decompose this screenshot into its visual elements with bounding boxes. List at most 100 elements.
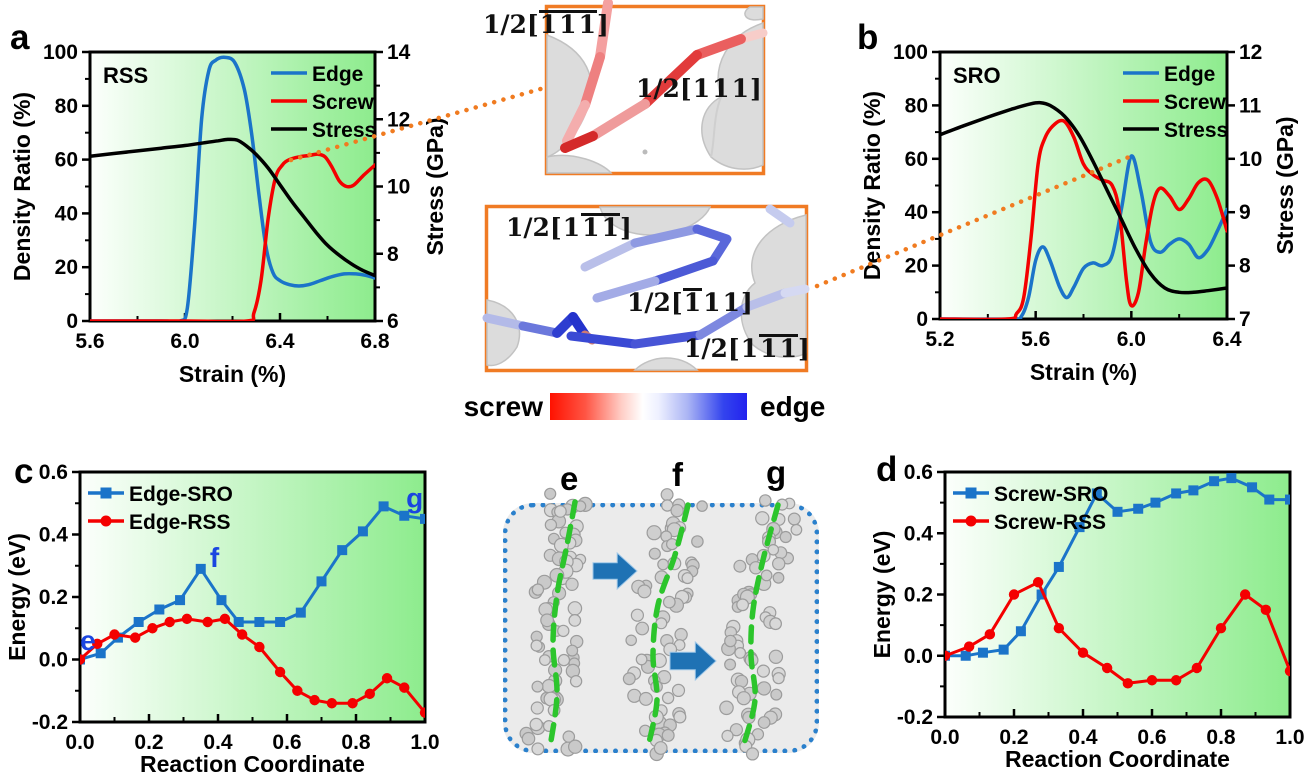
y-axis-tick-label: 80 — [55, 95, 78, 118]
y-axis-title: Energy (eV) — [869, 531, 895, 659]
right-axis-tick-label: 10 — [1239, 148, 1262, 171]
y-axis-tick-label: 0.2 — [904, 584, 933, 607]
x-axis-tick-label: 1.0 — [1275, 726, 1304, 749]
atom — [779, 530, 792, 544]
atom — [736, 691, 751, 706]
marker-square — [1285, 494, 1290, 505]
x-axis-tick-label: 0.8 — [1206, 726, 1236, 749]
sro-density-stress-chart: 5.2 5.6 6.0 6.4 0 20 40 60 80 100 7 8 9 10 11 12 Strain … — [859, 41, 1298, 385]
x-axis-tick-label: 0.2 — [134, 731, 163, 754]
screw-dislocation-line — [562, 100, 590, 146]
legend-label: Stress — [1164, 119, 1228, 142]
y-axis-tick-label: 80 — [905, 94, 928, 117]
schematic-label-f: f — [672, 456, 683, 493]
edge-dislocation-line — [482, 313, 528, 331]
edge-dislocation-line — [765, 204, 795, 228]
point-annotation: e — [80, 625, 96, 656]
grain-surface — [744, 6, 764, 21]
x-axis-tick-label: 0.6 — [1137, 726, 1166, 749]
legend-label: Screw-RSS — [994, 511, 1106, 534]
condition-label: RSS — [103, 63, 148, 88]
digit: 1 — [712, 74, 730, 103]
marker-circle — [109, 629, 120, 640]
atom — [681, 572, 694, 585]
atom — [567, 601, 583, 616]
edge-dislocation-line — [580, 238, 640, 272]
atom — [567, 739, 583, 754]
atom — [790, 523, 803, 536]
marker-circle — [1284, 665, 1290, 677]
x-axis-tick-label: 0.0 — [65, 731, 94, 754]
x-axis-tick-label: 0.4 — [203, 731, 233, 754]
marker-circle — [236, 629, 248, 640]
atom — [630, 608, 644, 622]
y-axis-tick-label: 0.0 — [39, 649, 68, 672]
atom — [770, 688, 783, 701]
y-axis-tick-label: 20 — [905, 255, 928, 278]
x-axis-tick-label: 0.4 — [1068, 726, 1098, 749]
edge-dislocation-line — [630, 330, 705, 349]
schematic-label-g: g — [766, 454, 787, 491]
x-axis-tick-label: 5.6 — [1021, 328, 1050, 351]
y-axis-tick-label: 0 — [66, 310, 78, 333]
x-axis-tick-label: 6.4 — [265, 330, 295, 353]
marker-square — [357, 526, 368, 537]
atom — [653, 741, 668, 755]
marker-circle — [1215, 622, 1227, 634]
marker-square — [1226, 473, 1237, 484]
atom — [557, 624, 570, 638]
marker-square — [1091, 488, 1102, 499]
x-axis-tick-label: 1.0 — [410, 731, 439, 754]
atom — [673, 710, 687, 724]
marker-circle — [963, 641, 975, 652]
grain-surface — [546, 154, 613, 174]
y-axis-tick-label: 20 — [55, 256, 78, 279]
marker-square — [1053, 561, 1064, 572]
x-axis-tick-label: 0.8 — [341, 731, 371, 754]
marker-circle — [80, 654, 86, 665]
edge-dislocation-line — [742, 288, 790, 312]
edge-dislocation-line — [780, 284, 810, 298]
marker-square — [337, 545, 348, 556]
atom — [530, 639, 543, 652]
marker-circle — [399, 682, 410, 693]
marker-square — [233, 617, 244, 627]
atom — [530, 701, 544, 715]
atom — [755, 511, 770, 526]
atom — [674, 627, 688, 642]
atom — [540, 613, 554, 628]
y-axis-tick-label: 0.6 — [904, 461, 933, 484]
x-axis-tick-label: 0.0 — [930, 726, 959, 749]
screw-energy-chart: 0.0 0.2 0.4 0.6 0.8 1.0-0.20.00.20.40.6Reacti… — [869, 461, 1305, 772]
y-axis-title: Energy (eV) — [4, 533, 30, 661]
y-axis-tick-label: 60 — [55, 149, 78, 172]
atom — [531, 680, 544, 693]
marker-circle — [381, 673, 393, 684]
digit: 1 — [722, 288, 740, 317]
marker-square — [1133, 503, 1144, 514]
colorbar-screw-label: screw — [463, 391, 543, 422]
atom — [646, 525, 662, 541]
atom — [565, 577, 579, 592]
right-axis-tick-label: 12 — [387, 108, 410, 131]
edge-dislocation-line — [630, 224, 702, 248]
edge-dislocation-line — [518, 321, 562, 338]
miller-index-label: 1/2[111] — [483, 10, 609, 39]
atom — [521, 731, 536, 746]
atom — [772, 672, 785, 685]
atom — [736, 598, 750, 612]
legend-marker — [100, 515, 112, 527]
x-axis-tick-label: 0.2 — [999, 726, 1028, 749]
marker-circle — [274, 666, 286, 678]
digit: 1 — [740, 334, 759, 363]
marker-circle — [1146, 675, 1158, 686]
atom — [627, 688, 642, 703]
marker-circle — [130, 632, 141, 643]
y-axis-tick-label: -0.2 — [897, 706, 933, 729]
atom — [635, 653, 648, 666]
rss-density-stress-chart: 5.6 6.0 6.4 6.8 0 20 40 60 80 100 6 8 10 12 14 Strain (… — [9, 41, 448, 387]
atom — [733, 559, 747, 573]
right-axis-tick-label: 12 — [1239, 41, 1262, 64]
marker-circle — [1239, 589, 1251, 600]
